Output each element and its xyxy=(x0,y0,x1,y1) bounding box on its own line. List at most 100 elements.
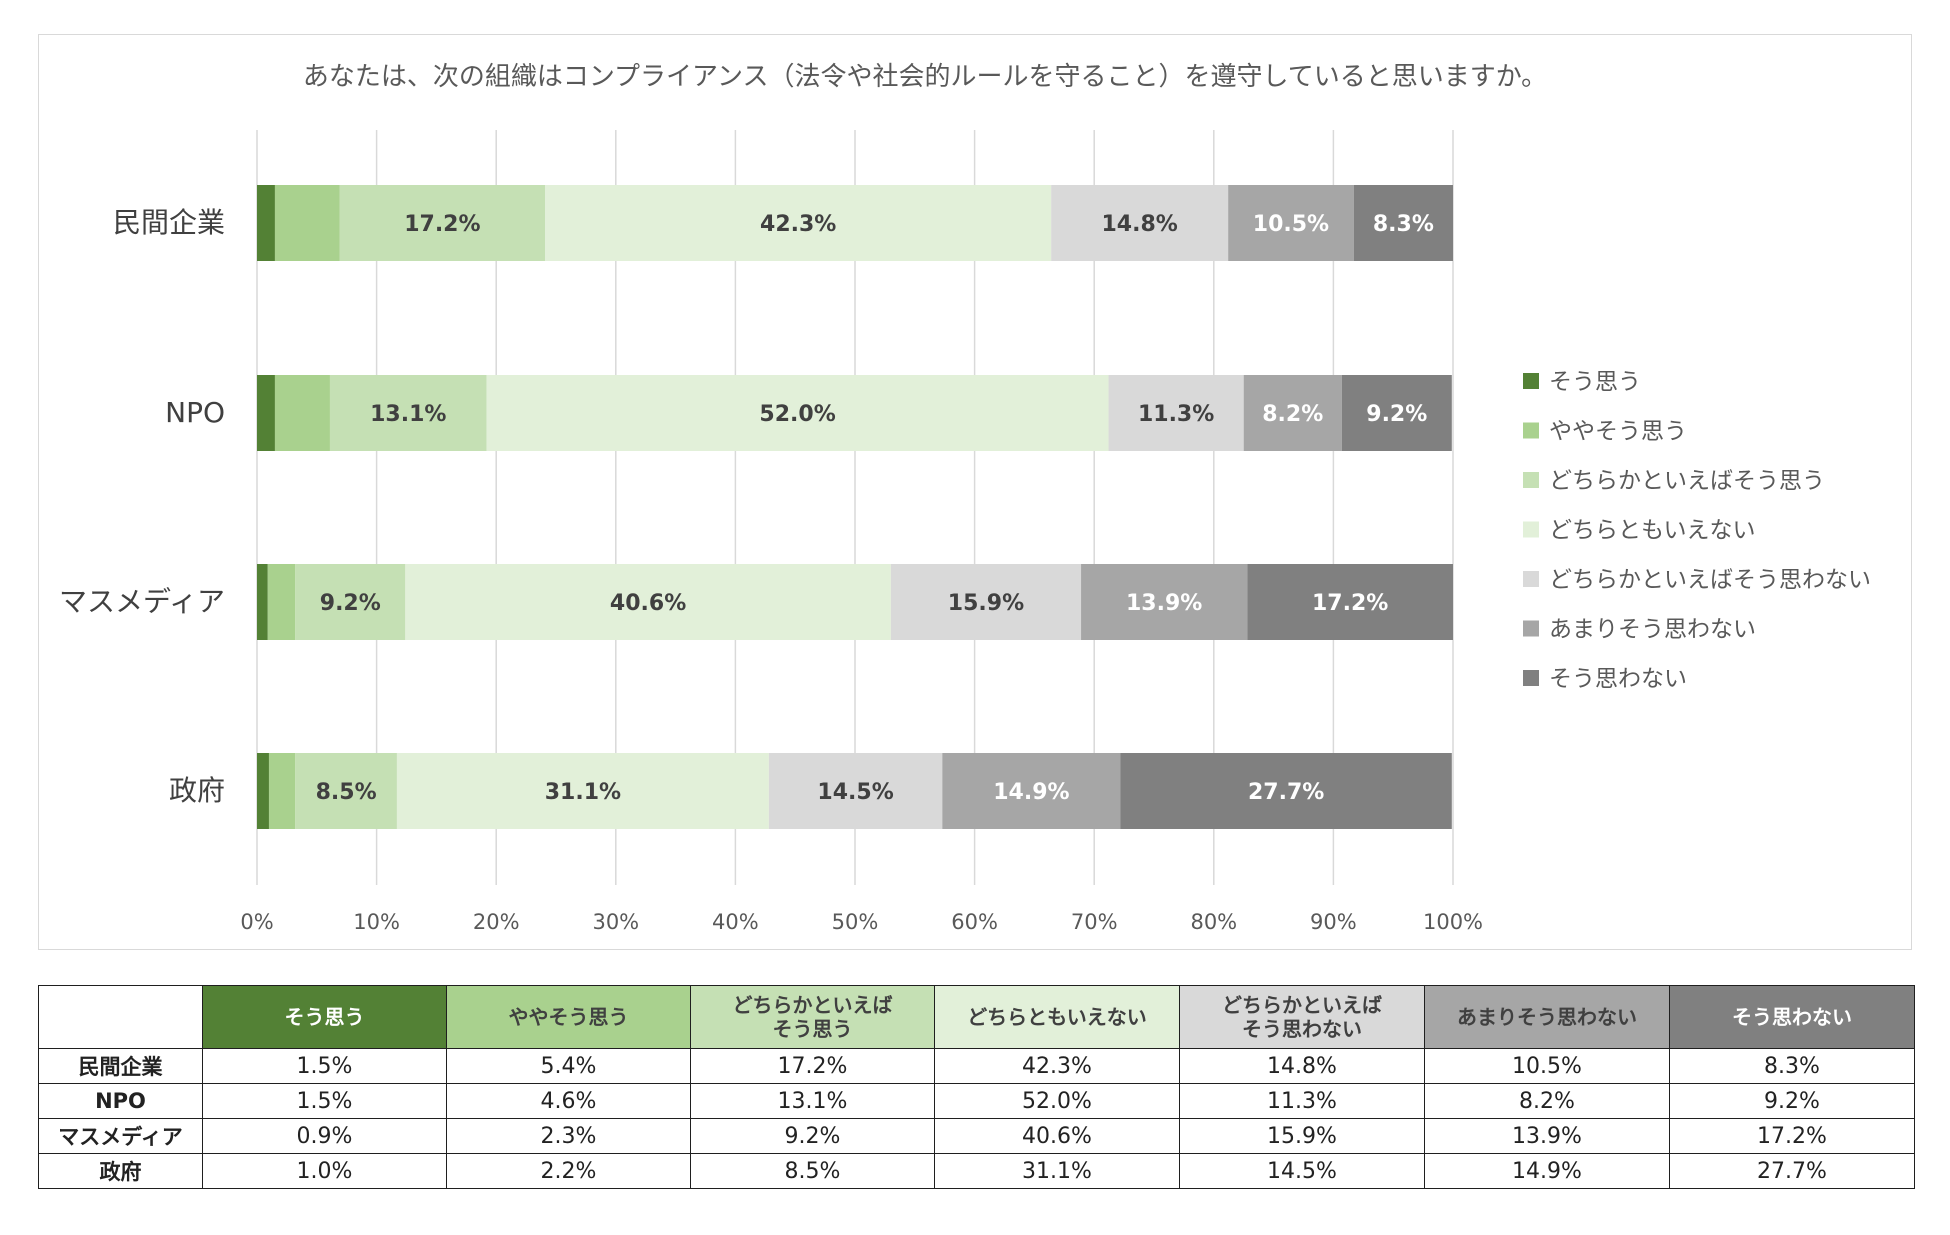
data-label: 17.2% xyxy=(1312,591,1388,616)
bar-segment xyxy=(257,185,275,261)
table-row: NPO 1.5% 4.6% 13.1% 52.0% 11.3% 8.2% 9.2% xyxy=(38,1083,1915,1119)
category-label: マスメディア xyxy=(59,585,225,618)
data-label: 9.2% xyxy=(320,591,381,616)
x-tick-label: 40% xyxy=(712,910,759,934)
legend-swatch xyxy=(1523,422,1539,439)
data-label: 27.7% xyxy=(1248,780,1324,805)
bar-segment xyxy=(545,185,1052,261)
bar-segment xyxy=(257,375,275,451)
table-row-label: 民間企業 xyxy=(38,1048,203,1084)
table-header-cell: そう思う xyxy=(202,985,447,1049)
table-row-label: NPO xyxy=(38,1083,203,1119)
table-cell: 10.5% xyxy=(1424,1048,1670,1084)
data-label: 13.1% xyxy=(370,402,446,427)
table-header-text: そう思わない xyxy=(1242,1017,1362,1041)
category-label: 政府 xyxy=(169,774,225,807)
x-tick-label: 90% xyxy=(1310,910,1357,934)
table-cell: 8.5% xyxy=(690,1153,935,1189)
chart-frame: あなたは、次の組織はコンプライアンス（法令や社会的ルールを守ること）を遵守してい… xyxy=(38,34,1912,950)
x-tick-label: 100% xyxy=(1423,910,1483,934)
data-label: 14.5% xyxy=(817,780,893,805)
bar-segment xyxy=(1341,375,1452,451)
table-cell: 17.2% xyxy=(1669,1118,1915,1154)
x-tick-label: 10% xyxy=(353,910,400,934)
table-cell: 40.6% xyxy=(934,1118,1180,1154)
table-header-cell: ややそう思う xyxy=(446,985,691,1049)
x-tick-label: 30% xyxy=(592,910,639,934)
stacked-bar-chart: あなたは、次の組織はコンプライアンス（法令や社会的ルールを守ること）を遵守してい… xyxy=(59,62,1871,934)
legend-label: どちらかといえばそう思う xyxy=(1549,468,1825,494)
legend-swatch xyxy=(1523,670,1539,686)
table-cell: 9.2% xyxy=(690,1118,935,1154)
table-cell: 1.5% xyxy=(202,1048,447,1084)
table-cell: 1.5% xyxy=(202,1083,447,1119)
chart-title: あなたは、次の組織はコンプライアンス（法令や社会的ルールを守ること）を遵守してい… xyxy=(303,62,1547,92)
table-cell: 42.3% xyxy=(934,1048,1180,1084)
table-cell: 14.5% xyxy=(1179,1153,1425,1189)
bar-segment xyxy=(768,753,943,829)
legend-label: どちらかといえばそう思わない xyxy=(1549,567,1871,593)
x-tick-label: 60% xyxy=(951,910,998,934)
bar-segment xyxy=(1051,185,1229,261)
x-tick-label: 80% xyxy=(1190,910,1237,934)
table-cell: 52.0% xyxy=(934,1083,1180,1119)
table-header-cell: あまりそう思わない xyxy=(1424,985,1670,1049)
bar-segment xyxy=(1081,564,1248,640)
table-header-cell: そう思わない xyxy=(1669,985,1915,1049)
table-cell: 8.2% xyxy=(1424,1083,1670,1119)
legend-swatch xyxy=(1523,373,1539,389)
table-cell: 17.2% xyxy=(690,1048,935,1084)
table-header-cell: どちらともいえない xyxy=(934,985,1180,1049)
bar-segment xyxy=(257,564,268,640)
data-label: 52.0% xyxy=(759,402,835,427)
bar-segment xyxy=(405,564,891,640)
table-header-text: ややそう思う xyxy=(508,1005,629,1029)
table-cell: 13.1% xyxy=(690,1083,935,1119)
bar-segment xyxy=(295,753,397,829)
bar-segment xyxy=(942,753,1121,829)
legend-swatch xyxy=(1523,571,1539,587)
table-cell: 1.0% xyxy=(202,1153,447,1189)
bar-segment xyxy=(268,753,296,829)
table-header-text: そう思う xyxy=(284,1005,365,1029)
category-label: 民間企業 xyxy=(113,206,225,239)
bar-segment xyxy=(339,185,546,261)
bar-segment xyxy=(890,564,1082,640)
table-header-text: どちらかといえば xyxy=(1222,993,1382,1017)
bar-segment xyxy=(274,185,340,261)
data-label: 8.3% xyxy=(1373,212,1434,237)
table-cell: 0.9% xyxy=(202,1118,447,1154)
legend-label: どちらともいえない xyxy=(1549,518,1756,544)
table-header-text: そう思う xyxy=(772,1017,853,1041)
table-row-label: マスメディア xyxy=(38,1118,203,1154)
table-header-text: どちらかといえば xyxy=(732,993,893,1017)
table-header-text: あまりそう思わない xyxy=(1457,1005,1637,1029)
data-label: 42.3% xyxy=(760,212,836,237)
bar-segment xyxy=(1247,564,1453,640)
table-cell: 9.2% xyxy=(1669,1083,1915,1119)
bar-segment xyxy=(267,564,296,640)
bar-segment xyxy=(396,753,769,829)
data-label: 11.3% xyxy=(1138,402,1214,427)
data-table: そう思う ややそう思う どちらかといえば そう思う どちらともいえない どちらかといえばそ… xyxy=(38,985,1915,1189)
table-cell: 4.6% xyxy=(446,1083,691,1119)
table-cell: 5.4% xyxy=(446,1048,691,1084)
bar-segment xyxy=(295,564,406,640)
table-row: 民間企業 1.5% 5.4% 17.2% 42.3% 14.8% 10.5% 8.3% xyxy=(38,1048,1915,1084)
table-row-label: 政府 xyxy=(38,1153,203,1189)
bar-segment xyxy=(274,375,330,451)
table-header-cell: どちらかといえば そう思わない xyxy=(1179,985,1425,1049)
data-label: 31.1% xyxy=(545,780,621,805)
legend-label: ややそう思う xyxy=(1549,419,1687,445)
x-tick-label: 50% xyxy=(832,910,879,934)
bar-segment xyxy=(1228,185,1354,261)
legend-swatch xyxy=(1523,521,1539,538)
x-tick-label: 0% xyxy=(240,910,273,934)
bar-segment xyxy=(1120,753,1452,829)
table-row: マスメディア 0.9% 2.3% 9.2% 40.6% 15.9% 13.9% 17.2% xyxy=(38,1118,1915,1154)
data-label: 10.5% xyxy=(1253,212,1329,237)
data-label: 14.9% xyxy=(993,780,1069,805)
table-cell: 8.3% xyxy=(1669,1048,1915,1084)
bar-segment xyxy=(257,753,269,829)
legend-swatch xyxy=(1523,620,1539,637)
